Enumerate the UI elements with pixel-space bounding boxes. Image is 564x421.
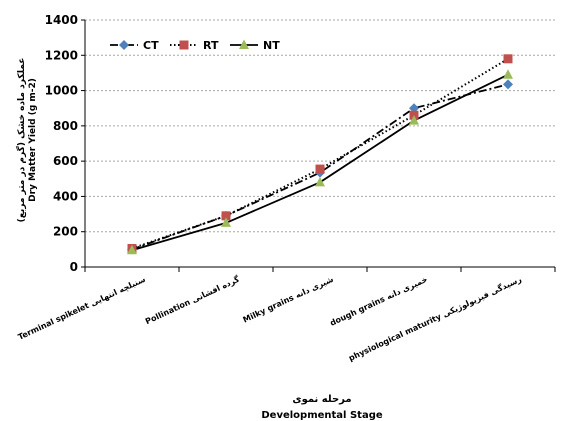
data-point-nt [315,176,325,187]
y-axis: 0 200 400 600 800 1000 1200 1400 [45,13,86,274]
y-axis-title-fa: عملکرد ماده خشک (گرم در متر مربع) [15,58,27,223]
x-category-label: Milky grains شیری دانه [242,275,335,325]
axis-titles: عملکرد ماده خشک (گرم در متر مربع) Dry Ma… [15,58,383,421]
data-point-nt [503,69,513,79]
data-point-rt [221,211,231,221]
x-axis-title-fa: مرحله نموی [292,394,351,405]
legend: CT RT NT [110,39,280,52]
data-point-rt [315,164,325,174]
data-point-rt [503,54,513,64]
y-tick-label: 0 [70,260,78,274]
x-category-label: dough grains خمیری دانه [329,275,429,328]
y-tick-label: 400 [53,189,78,203]
y-tick-label: 1400 [45,13,78,27]
y-tick-label: 1200 [45,48,78,62]
legend-label-rt: RT [203,39,219,52]
data-point-nt [221,217,231,227]
x-axis-title-en: Developmental Stage [261,410,382,421]
x-category-label: Terminal spikelet سنبلچه انتهایی [17,275,147,342]
y-tick-label: 1000 [45,84,78,98]
x-category-label: physiological maturity رسیدگی فیزیولوژیک… [347,274,523,363]
legend-marker-nt [239,39,249,49]
series-line-rt [131,57,509,250]
data-point-ct [409,103,419,114]
y-axis-title-en: Dry Matter Yield (g m-2) [28,78,38,202]
y-tick-label: 800 [53,119,78,133]
legend-label-ct: CT [143,39,159,52]
data-point-nt [409,115,419,125]
y-tick-label: 600 [53,154,78,168]
x-axis: Terminal spikelet سنبلچه انتهاییPollinat… [17,266,556,363]
data-point-nt [127,244,137,255]
y-tick-label: 200 [53,225,78,239]
legend-label-nt: NT [263,39,280,52]
series-line-nt [131,73,509,252]
series-markers [127,54,513,255]
legend-marker-rt [179,40,189,50]
data-point-ct [503,79,513,90]
legend-marker-ct [119,40,129,50]
x-category-label: Pollination گرده افشانی [144,274,242,327]
series-lines [131,57,509,252]
